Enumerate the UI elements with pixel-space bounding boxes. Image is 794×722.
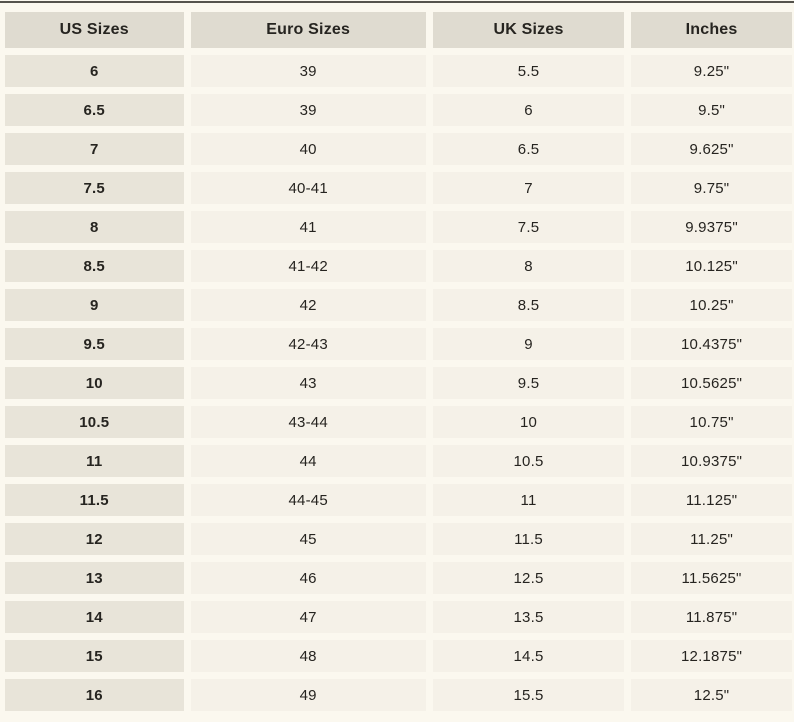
- us-size-cell: 10.5: [5, 406, 184, 438]
- inches-cell: 10.75": [631, 406, 792, 438]
- uk-size-cell: 9: [432, 328, 625, 360]
- euro-size-cell: 48: [190, 640, 426, 672]
- uk-size-cell: 12.5: [432, 562, 625, 594]
- uk-size-cell: 14.5: [432, 640, 625, 672]
- table-row: 8.5 41-42 8 10.125": [5, 250, 792, 282]
- euro-size-cell: 44-45: [190, 484, 426, 516]
- shoe-size-conversion-table: US Sizes Euro Sizes UK Sizes Inches 6 39…: [5, 12, 792, 711]
- inches-cell: 11.125": [631, 484, 792, 516]
- inches-cell: 9.75": [631, 172, 792, 204]
- uk-size-cell: 7: [432, 172, 625, 204]
- uk-size-cell: 6: [432, 94, 625, 126]
- euro-size-cell: 39: [190, 55, 426, 87]
- us-size-cell: 7.5: [5, 172, 184, 204]
- inches-cell: 11.25": [631, 523, 792, 555]
- inches-cell: 10.25": [631, 289, 792, 321]
- inches-cell: 9.25": [631, 55, 792, 87]
- header-cell-euro-sizes: Euro Sizes: [190, 12, 426, 48]
- uk-size-cell: 15.5: [432, 679, 625, 711]
- euro-size-cell: 43-44: [190, 406, 426, 438]
- euro-size-cell: 39: [190, 94, 426, 126]
- us-size-cell: 8.5: [5, 250, 184, 282]
- euro-size-cell: 41-42: [190, 250, 426, 282]
- euro-size-cell: 43: [190, 367, 426, 399]
- table-row: 6 39 5.5 9.25": [5, 55, 792, 87]
- euro-size-cell: 40: [190, 133, 426, 165]
- inches-cell: 12.1875": [631, 640, 792, 672]
- header-row: US Sizes Euro Sizes UK Sizes Inches: [5, 12, 792, 48]
- uk-size-cell: 7.5: [432, 211, 625, 243]
- inches-cell: 11.5625": [631, 562, 792, 594]
- us-size-cell: 10: [5, 367, 184, 399]
- us-size-cell: 11.5: [5, 484, 184, 516]
- header-cell-us-sizes: US Sizes: [5, 12, 184, 48]
- us-size-cell: 11: [5, 445, 184, 477]
- uk-size-cell: 11: [432, 484, 625, 516]
- us-size-cell: 9.5: [5, 328, 184, 360]
- uk-size-cell: 10: [432, 406, 625, 438]
- uk-size-cell: 13.5: [432, 601, 625, 633]
- header-cell-inches: Inches: [631, 12, 792, 48]
- uk-size-cell: 6.5: [432, 133, 625, 165]
- euro-size-cell: 46: [190, 562, 426, 594]
- table-row: 10.5 43-44 10 10.75": [5, 406, 792, 438]
- table-row: 8 41 7.5 9.9375": [5, 211, 792, 243]
- uk-size-cell: 10.5: [432, 445, 625, 477]
- table-row: 7.5 40-41 7 9.75": [5, 172, 792, 204]
- us-size-cell: 16: [5, 679, 184, 711]
- table-row: 11 44 10.5 10.9375": [5, 445, 792, 477]
- us-size-cell: 6.5: [5, 94, 184, 126]
- table-row: 16 49 15.5 12.5": [5, 679, 792, 711]
- table-row: 10 43 9.5 10.5625": [5, 367, 792, 399]
- table-row: 13 46 12.5 11.5625": [5, 562, 792, 594]
- inches-cell: 9.625": [631, 133, 792, 165]
- inches-cell: 9.5": [631, 94, 792, 126]
- table-row: 7 40 6.5 9.625": [5, 133, 792, 165]
- inches-cell: 10.9375": [631, 445, 792, 477]
- us-size-cell: 12: [5, 523, 184, 555]
- euro-size-cell: 41: [190, 211, 426, 243]
- table-row: 6.5 39 6 9.5": [5, 94, 792, 126]
- uk-size-cell: 11.5: [432, 523, 625, 555]
- inches-cell: 11.875": [631, 601, 792, 633]
- uk-size-cell: 9.5: [432, 367, 625, 399]
- table-row: 12 45 11.5 11.25": [5, 523, 792, 555]
- us-size-cell: 6: [5, 55, 184, 87]
- euro-size-cell: 44: [190, 445, 426, 477]
- euro-size-cell: 45: [190, 523, 426, 555]
- inches-cell: 10.4375": [631, 328, 792, 360]
- us-size-cell: 7: [5, 133, 184, 165]
- table-row: 9 42 8.5 10.25": [5, 289, 792, 321]
- table-row: 15 48 14.5 12.1875": [5, 640, 792, 672]
- us-size-cell: 8: [5, 211, 184, 243]
- uk-size-cell: 8: [432, 250, 625, 282]
- euro-size-cell: 49: [190, 679, 426, 711]
- us-size-cell: 15: [5, 640, 184, 672]
- top-border-line: [0, 1, 794, 3]
- table-row: 14 47 13.5 11.875": [5, 601, 792, 633]
- euro-size-cell: 42-43: [190, 328, 426, 360]
- inches-cell: 10.125": [631, 250, 792, 282]
- uk-size-cell: 5.5: [432, 55, 625, 87]
- euro-size-cell: 42: [190, 289, 426, 321]
- us-size-cell: 14: [5, 601, 184, 633]
- euro-size-cell: 47: [190, 601, 426, 633]
- uk-size-cell: 8.5: [432, 289, 625, 321]
- inches-cell: 12.5": [631, 679, 792, 711]
- inches-cell: 10.5625": [631, 367, 792, 399]
- table-row: 11.5 44-45 11 11.125": [5, 484, 792, 516]
- euro-size-cell: 40-41: [190, 172, 426, 204]
- us-size-cell: 13: [5, 562, 184, 594]
- header-cell-uk-sizes: UK Sizes: [432, 12, 625, 48]
- inches-cell: 9.9375": [631, 211, 792, 243]
- us-size-cell: 9: [5, 289, 184, 321]
- table-row: 9.5 42-43 9 10.4375": [5, 328, 792, 360]
